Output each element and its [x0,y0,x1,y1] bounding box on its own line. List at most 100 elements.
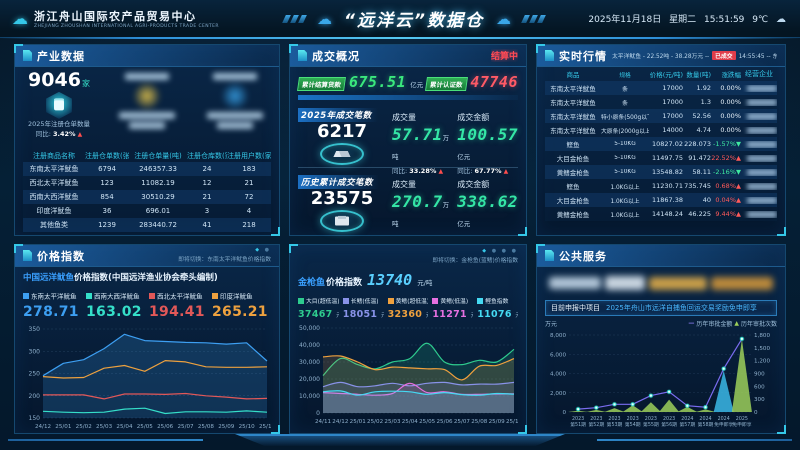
market-panel-title: 实时行情 [559,49,607,63]
change-percent-cell: 0.00% [720,84,741,92]
table-cell: 228.073 [684,140,711,148]
divider-strip [298,95,518,100]
svg-text:第53期: 第53期 [607,421,623,428]
settled-payment-value: 675.51 [349,73,407,91]
table-cell: 4.74 [696,126,711,134]
svg-text:第57期: 第57期 [679,421,695,428]
price-index-panel-title: 价格指数 [37,249,85,263]
legend-swatch [387,297,394,304]
industry-panel-title: 产业数据 [37,49,85,63]
svg-text:25/04: 25/04 [116,424,133,430]
panel-book-icon [298,50,307,61]
table-cell: 东南太平洋鱿鱼 [550,85,596,93]
col-header: 注册用户数(家) [227,151,271,160]
triangle-legend-icon: ▲ [734,320,739,327]
table-cell: 218 [242,221,256,229]
blurred-company-cell [741,84,777,92]
svg-text:25/08: 25/08 [471,419,488,425]
blurred-stat [649,276,707,290]
legend-swatch [477,297,484,304]
stat-caption: 2025年注册仓单数量 [27,119,91,128]
svg-text:600: 600 [754,384,765,390]
tuna-price-chart: 0 10,000 20,000 30,000 40,000 50,000 24/11 24/1… [299,325,522,425]
table-cell: 24 [202,165,212,173]
col-header: 涨跌幅 [721,71,742,79]
change-percent-cell: -1.57%▼ [713,140,741,148]
settled-payment-badge: 累计结算货款 675.51 亿元 [297,73,423,91]
table-cell: 13548.82 [651,168,683,176]
index-value: 163.02 [86,304,142,320]
change-percent-cell: 0.00% [720,98,741,106]
svg-text:10,000: 10,000 [299,393,320,400]
ticker-right-text: 14:55:45 -- 东南 [738,54,777,60]
dashboard-title: “远洋云”数据仓 [344,11,484,31]
svg-text:250: 250 [29,370,41,377]
table-cell: 183 [242,165,256,173]
svg-text:2023: 2023 [627,416,639,422]
table-cell: 11497.75 [651,154,683,162]
org-logo-cloud-icon: ☁ [12,8,28,28]
svg-text:25/06: 25/06 [436,419,453,425]
table-cell: 条 [622,86,628,93]
notice-link[interactable]: 2025年舟山市远洋自捕鱼回运交易奖励免申即享 [606,304,757,312]
public-service-panel-title: 公共服务 [559,249,607,263]
panel-tuna-index: ◆ ● ● ● 即将切换：金枪鱼(蓝鳍)价格指数 金枪鱼 价格指数 13740 元… [289,244,527,434]
public-service-blurred-stats [537,267,785,299]
up-arrow-icon: ▲ [503,168,509,175]
amount-value: 338.62 [457,192,518,211]
decorative-bars-right [521,14,546,23]
svg-text:2023: 2023 [663,416,675,422]
table-cell: 东南太平洋鱿鱼 [550,99,596,107]
blurred-company-cell [741,168,777,176]
table-cell: 246357.33 [139,165,177,173]
temperature-text: 9℃ [752,15,769,25]
legend-swatch [23,292,29,299]
legend-item: 东南太平洋鱿鱼 278.71 [23,285,82,322]
index-value: 194.41 [149,304,205,320]
svg-text:2023: 2023 [572,416,584,422]
market-row: 鲣鱼 1.0KG以上 11230.71 735.745 0.68%▲ [545,179,777,193]
table-cell: 735.745 [684,182,711,190]
blurred-blue-icon [222,83,248,109]
warehouse-receipt-icon [46,91,72,119]
table-cell: 其他鱼类 [40,221,68,229]
market-row: 东南太平洋鱿鱼 条 17000 1.92 0.00% [545,81,777,95]
legend-item: 长鳍(低温) 18051 元/吨 [342,290,384,321]
stat-yoy-value: 3.42% [53,130,76,139]
panel-book-icon [23,50,32,61]
svg-text:0: 0 [316,410,320,417]
carousel-dots[interactable]: ◆ ● ● ● [482,247,518,254]
carousel-dots[interactable]: ◆ ● [255,247,271,254]
table-cell: 41 [202,221,212,229]
svg-text:4,000: 4,000 [550,372,566,378]
svg-text:350: 350 [29,326,41,333]
legend-item: 大目(超低温) 37467 元/吨 [298,297,339,320]
table-cell: 1.3 [700,98,711,106]
settling-status-badge: 结算中 [490,52,518,62]
stat-value: 9046 [28,69,81,91]
table-cell: 21 [244,179,254,187]
market-row: 东南太平洋鱿鱼 条 17000 1.3 0.00% [545,95,777,109]
index-value: 32360 元/吨 [387,309,429,320]
svg-text:2023: 2023 [590,416,602,422]
legend-item: 黄鳍(超低温) 32360 元/吨 [387,297,429,320]
blurred-company-cell [741,182,777,190]
table-cell: 印度洋鱿鱼 [36,207,72,215]
svg-text:1,500: 1,500 [754,346,770,352]
price-index-panel-header: 价格指数 ◆ ● 即将切换：东南太平洋鱿鱼价格指数 [15,245,279,267]
industry-table: 注册商品名称 注册仓单数(张) 注册仓单量(吨) 注册仓库数(家) 注册用户数(… [15,149,279,232]
svg-text:第51期: 第51期 [570,421,586,428]
svg-text:2024: 2024 [718,416,730,422]
svg-text:50,000: 50,000 [299,325,320,332]
industry-panel-header: 产业数据 [15,45,279,67]
table-cell: 30510.29 [141,193,175,201]
svg-text:2024: 2024 [681,416,693,422]
footer-decoration [0,434,800,447]
deals-history-count: 23575 [310,188,374,209]
table-cell: 东南太平洋鱿鱼 [29,165,79,173]
market-row: 鲣鱼 5-10KG 10827.02 228.073 -1.57%▼ [545,137,777,151]
table-cell: 40 [702,196,711,204]
table-cell: 123 [100,179,114,187]
table-cell: 21 [202,193,212,201]
declaration-notice-bar[interactable]: 目前申报中项目 2025年舟山市远洋自捕鱼回运交易奖励免申即享 [545,300,777,316]
